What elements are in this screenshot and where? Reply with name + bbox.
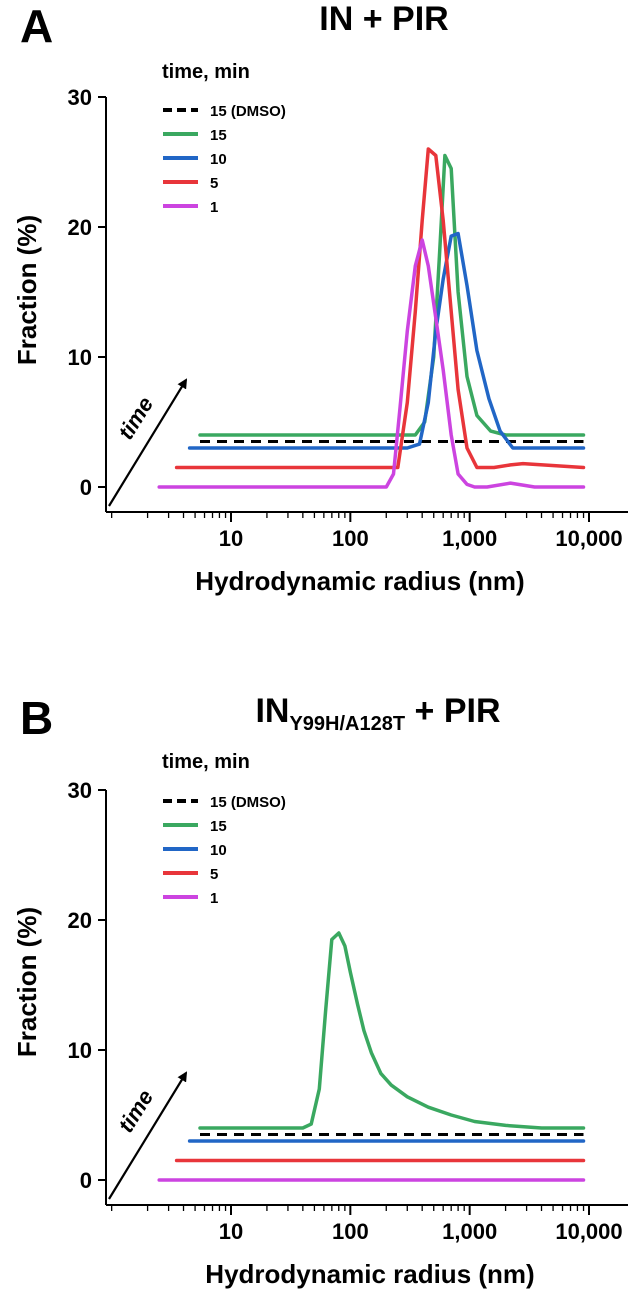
x-tick-labels: 10 100 1,000 10,000 <box>219 526 623 551</box>
y-axis-label: Fraction (%) <box>12 907 42 1057</box>
series-line-10 <box>187 231 586 450</box>
legend: 15 (DMSO) 15 10 5 1 <box>163 103 286 216</box>
series-line-1 <box>157 238 586 489</box>
series-line-5 <box>174 147 586 470</box>
legend-label: 5 <box>210 175 218 192</box>
time-arrow-line <box>108 1071 188 1200</box>
title-main: IN <box>255 692 289 730</box>
y-tick-label: 10 <box>68 345 92 370</box>
panel-a: A IN + PIR Fraction (%) Hydrodynamic rad… <box>12 0 628 596</box>
legend: 15 (DMSO) 15 10 5 1 <box>163 794 286 907</box>
legend-title: time, min <box>162 61 250 83</box>
legend-label: 15 (DMSO) <box>210 103 286 120</box>
x-tick-label: 100 <box>332 1219 369 1244</box>
legend-label: 10 <box>210 842 227 859</box>
plot-lines <box>157 147 586 489</box>
x-tick-label: 10 <box>219 1219 243 1244</box>
chart-title: INY99H/A128T + PIR <box>255 692 500 735</box>
axes <box>98 789 628 1215</box>
y-tick-labels: 0 10 20 30 <box>68 85 92 500</box>
legend-label: 5 <box>210 866 218 883</box>
x-axis-label: Hydrodynamic radius (nm) <box>205 1259 534 1289</box>
x-tick-label: 10,000 <box>555 526 622 551</box>
time-arrow-line <box>108 378 188 507</box>
y-tick-label: 0 <box>80 475 92 500</box>
y-tick-label: 20 <box>68 215 92 240</box>
x-tick-labels: 10 100 1,000 10,000 <box>219 1219 623 1244</box>
title-rest: + PIR <box>405 692 500 730</box>
panel-letter: B <box>20 692 53 744</box>
legend-label: 15 <box>210 818 227 835</box>
legend-label: 1 <box>210 199 218 216</box>
x-tick-label: 1,000 <box>442 526 497 551</box>
panel-letter: A <box>20 0 53 52</box>
x-tick-label: 100 <box>332 526 369 551</box>
legend-label: 15 (DMSO) <box>210 794 286 811</box>
y-tick-label: 30 <box>68 778 92 803</box>
y-tick-labels: 0 10 20 30 <box>68 778 92 1193</box>
y-tick-label: 10 <box>68 1038 92 1063</box>
legend-label: 1 <box>210 890 218 907</box>
y-tick-label: 20 <box>68 908 92 933</box>
legend-title: time, min <box>162 751 250 773</box>
chart-title: IN + PIR <box>319 0 448 38</box>
legend-label: 10 <box>210 151 227 168</box>
series-line-15 <box>198 931 586 1130</box>
title-subscript: Y99H/A128T <box>289 713 405 735</box>
plot-lines <box>157 931 586 1182</box>
series-line-15 <box>198 153 586 437</box>
legend-label: 15 <box>210 127 227 144</box>
x-tick-label: 10,000 <box>555 1219 622 1244</box>
y-tick-label: 0 <box>80 1168 92 1193</box>
title-main: IN <box>319 0 353 38</box>
y-tick-label: 30 <box>68 85 92 110</box>
axes <box>98 96 628 522</box>
y-axis-label: Fraction (%) <box>12 215 42 365</box>
title-rest: + PIR <box>353 0 448 38</box>
panel-b: B INY99H/A128T + PIR Fraction (%) Hydrod… <box>12 692 628 1289</box>
x-axis-label: Hydrodynamic radius (nm) <box>195 566 524 596</box>
x-tick-label: 1,000 <box>442 1219 497 1244</box>
x-tick-label: 10 <box>219 526 243 551</box>
